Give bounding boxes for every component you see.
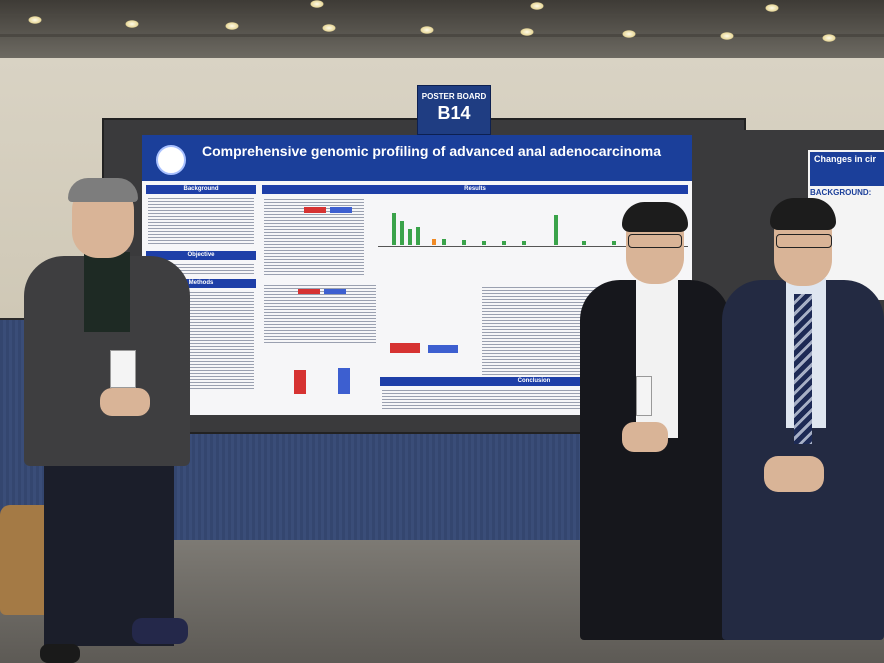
person-right (722, 194, 884, 663)
chart-bar (462, 240, 466, 245)
table-header-cell (304, 207, 326, 213)
sign-label: POSTER BOARD (421, 92, 487, 101)
name-badge (110, 350, 136, 388)
hair (68, 178, 138, 202)
glasses (628, 234, 682, 248)
shoe (40, 644, 80, 663)
chart-bar (522, 241, 526, 245)
poster-title: Comprehensive genomic profiling of advan… (202, 143, 661, 159)
chart-bar (408, 229, 412, 245)
section-conclusion: Conclusion (380, 377, 688, 386)
hair (770, 198, 836, 230)
boxplot-box (428, 345, 458, 353)
glasses (776, 234, 832, 248)
adjacent-poster-background-label: BACKGROUND: (810, 188, 872, 197)
boxplot-box (390, 343, 420, 353)
chart-bar (400, 221, 404, 245)
hands (764, 456, 824, 492)
chart-bar (442, 239, 446, 245)
chart-bar (482, 241, 486, 245)
section-methods: Methods (146, 279, 256, 288)
trousers (44, 466, 174, 646)
shirt (84, 252, 130, 332)
chart-bar (392, 213, 396, 245)
poster-header: Comprehensive genomic profiling of advan… (142, 135, 692, 181)
section-results: Results (262, 185, 688, 194)
chart-bar (432, 239, 436, 245)
chart-bar (554, 215, 558, 245)
sign-number: B14 (437, 103, 471, 123)
ceiling (0, 0, 884, 58)
name-badge (636, 376, 652, 416)
chart-bar (416, 227, 420, 245)
poster-board-sign: POSTER BOARD B14 (417, 85, 491, 135)
person-left (20, 178, 200, 663)
striped-tie (794, 294, 812, 444)
person-middle (578, 200, 738, 663)
chart-axis (378, 246, 688, 247)
chart-bar (502, 241, 506, 245)
chart-bar (612, 241, 616, 245)
table-header-cell (330, 207, 352, 213)
hair (622, 202, 688, 232)
chart-bar (582, 241, 586, 245)
section-objective: Objective (146, 251, 256, 260)
chart-bar (294, 370, 306, 394)
logo-icon (156, 145, 186, 175)
table (264, 283, 376, 343)
adjacent-poster-title: Changes in cir (810, 152, 884, 186)
table-header-cell (324, 289, 346, 294)
section-background: Background (146, 185, 256, 194)
body-text (148, 196, 254, 246)
hands (622, 422, 668, 452)
table-header-cell (298, 289, 320, 294)
shoe (132, 618, 188, 644)
chart-bar (338, 368, 350, 394)
hands (100, 388, 150, 416)
